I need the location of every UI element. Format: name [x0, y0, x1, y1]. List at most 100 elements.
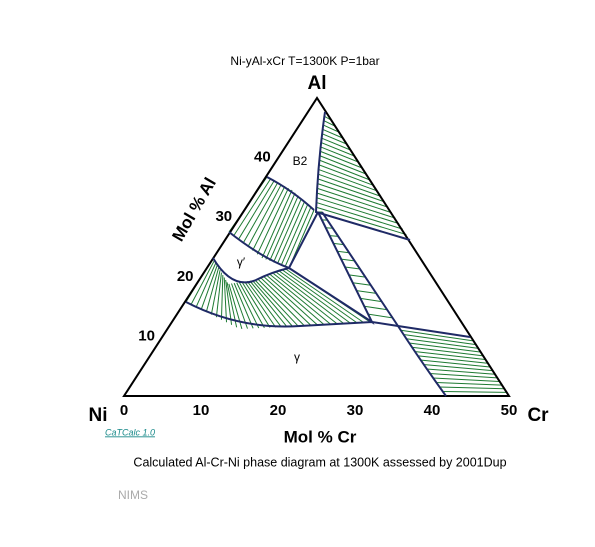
tie-line	[329, 235, 339, 237]
tie-line	[231, 283, 248, 329]
tie-line	[279, 270, 351, 324]
tie-line	[225, 279, 233, 325]
tie-line	[348, 274, 366, 278]
tie-line	[238, 282, 265, 329]
tie-line	[247, 184, 282, 248]
tie-line	[252, 186, 286, 251]
tie-line	[400, 329, 473, 342]
tie-line	[426, 368, 495, 375]
tie-line	[236, 282, 260, 329]
tie-line	[210, 270, 221, 315]
tie-line	[322, 133, 347, 145]
tick-label: 20	[177, 268, 194, 285]
vertex-label: Ni	[89, 405, 108, 426]
region-label: B2	[293, 154, 308, 168]
tie-line	[403, 334, 476, 345]
tie-line	[411, 346, 483, 357]
tick-label: 20	[270, 402, 287, 419]
boundary	[321, 211, 447, 397]
vertex-label: Cr	[527, 405, 549, 426]
tie-line	[205, 267, 220, 313]
tie-line	[320, 142, 355, 157]
tie-line	[352, 282, 371, 286]
tie-line	[360, 297, 382, 303]
tie-line	[356, 290, 377, 294]
software-link[interactable]: CaTCalc 1.0	[105, 427, 155, 437]
tie-line	[442, 391, 507, 393]
tie-line	[195, 262, 217, 308]
tie-line	[215, 272, 222, 318]
tie-line	[439, 386, 505, 390]
tie-line	[417, 355, 488, 364]
source: NIMS	[118, 488, 148, 502]
tie-line	[238, 180, 275, 240]
tie-line	[257, 278, 305, 327]
tie-line	[260, 277, 312, 326]
tie-line	[254, 279, 299, 327]
tie-line	[246, 280, 282, 328]
tie-line	[282, 269, 358, 324]
tie-line	[323, 120, 336, 127]
tie-line	[284, 206, 312, 267]
tie-line	[317, 187, 392, 214]
boundary	[185, 301, 471, 338]
tie-line	[316, 192, 396, 219]
tie-line	[319, 150, 363, 169]
tie-line	[432, 377, 500, 382]
tick-label: 40	[254, 149, 271, 166]
tie-line	[321, 137, 351, 151]
tie-line	[341, 258, 355, 262]
tie-line	[316, 202, 403, 230]
boundary	[212, 211, 375, 325]
boundary	[266, 176, 315, 211]
tie-line	[267, 275, 325, 326]
tie-line	[419, 359, 491, 368]
tick-label: 10	[193, 402, 210, 419]
axis-label: Mol % Al	[168, 174, 220, 244]
tie-lines	[185, 111, 509, 397]
tie-line	[318, 168, 378, 192]
tie-line	[319, 155, 367, 175]
tie-line	[252, 280, 293, 327]
tie-line	[190, 260, 215, 305]
tie-line	[273, 198, 302, 263]
tie-line	[316, 206, 407, 236]
tie-line	[423, 364, 493, 372]
axis-label: Mol % Cr	[284, 427, 357, 446]
tie-line	[265, 192, 296, 260]
tie-line	[249, 280, 288, 327]
region-label: γ′	[237, 255, 246, 269]
tie-line	[263, 276, 318, 326]
tie-line	[322, 128, 343, 139]
tie-line	[276, 201, 306, 264]
triangle	[122, 96, 511, 397]
tie-line	[344, 266, 361, 270]
tie-line	[233, 178, 271, 236]
tie-line	[280, 204, 309, 266]
tick-label: 30	[215, 208, 232, 225]
tie-line	[364, 305, 388, 311]
tie-line	[270, 274, 331, 325]
tick-label: 30	[347, 402, 364, 419]
tie-line	[318, 159, 371, 181]
tie-line	[220, 275, 224, 320]
tie-line	[318, 173, 382, 197]
tick-label: 10	[138, 327, 155, 344]
tie-line	[276, 272, 345, 324]
tie-line	[337, 250, 350, 254]
tie-line	[242, 182, 279, 244]
tick-label: 40	[424, 402, 441, 419]
region-label: γ	[294, 350, 300, 364]
tie-line	[333, 242, 344, 246]
tie-line	[318, 164, 374, 186]
boundary	[314, 111, 411, 241]
tie-line	[317, 183, 389, 208]
tie-line	[323, 124, 339, 133]
tie-line	[241, 281, 271, 328]
tie-line	[406, 338, 478, 349]
tie-line	[316, 197, 400, 225]
tie-line	[256, 187, 289, 255]
tick-label: 50	[501, 402, 518, 419]
tie-line	[320, 146, 359, 163]
